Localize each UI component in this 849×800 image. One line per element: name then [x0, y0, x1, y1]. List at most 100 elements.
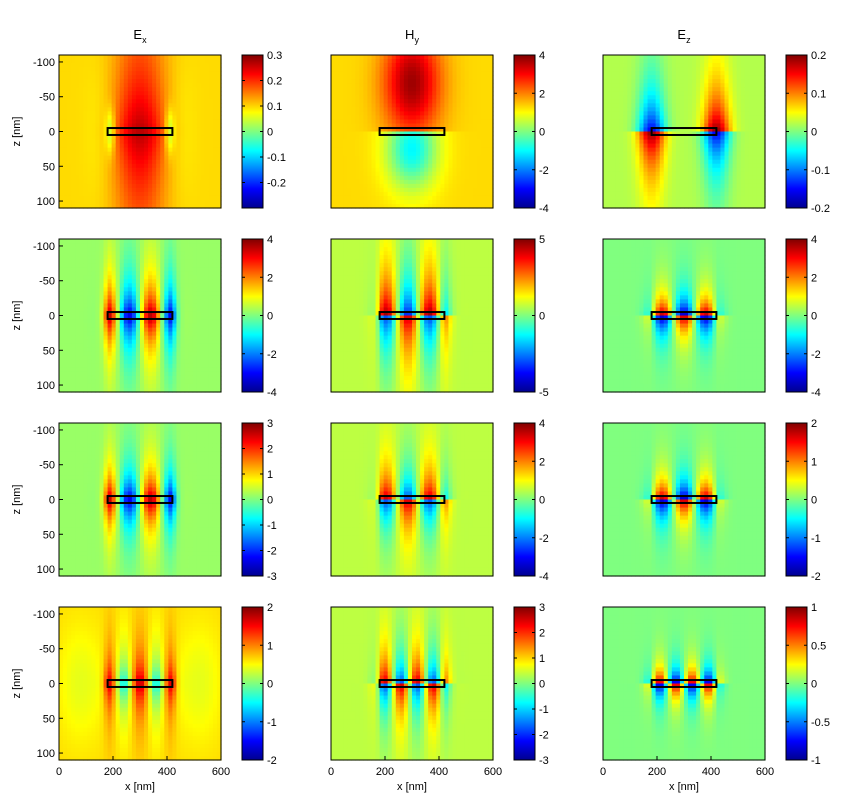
heatmap-cell [71, 339, 76, 345]
heatmap-cell [484, 163, 490, 169]
heatmap-cell [79, 171, 84, 177]
heatmap-cell [643, 63, 649, 68]
heatmap-cell [75, 387, 80, 393]
heatmap-cell [403, 147, 409, 153]
heatmap-cell [331, 143, 336, 149]
heatmap-cell [700, 103, 705, 108]
heatmap-cell [472, 167, 478, 173]
heatmap-cell [464, 83, 470, 88]
heatmap-cell [623, 167, 628, 173]
heatmap-cell [212, 171, 218, 177]
heatmap-cell [355, 171, 360, 177]
heatmap-cell [420, 191, 425, 197]
heatmap-cell [720, 195, 726, 201]
heatmap-cell [712, 75, 717, 80]
heatmap-cell [643, 167, 649, 173]
heatmap-cell [67, 167, 72, 173]
heatmap-cell [87, 79, 92, 84]
heatmap-cell [387, 159, 393, 165]
heatmap-cell [79, 147, 84, 153]
heatmap-cell [63, 171, 68, 177]
heatmap-cell [59, 131, 64, 137]
heatmap-cell [623, 187, 628, 193]
heatmap-cell [188, 71, 194, 76]
heatmap-cell [180, 183, 186, 189]
heatmap-cell [216, 135, 222, 141]
heatmap-cell [148, 159, 153, 165]
heatmap-cell [420, 123, 425, 129]
heatmap-cell [428, 71, 433, 76]
heatmap-cell [663, 119, 669, 125]
heatmap-cell [103, 191, 109, 197]
heatmap-cell [635, 83, 641, 88]
heatmap-cell [156, 107, 161, 112]
heatmap-cell [684, 79, 689, 84]
heatmap-cell [343, 67, 348, 72]
heatmap-cell [111, 135, 117, 141]
heatmap-cell [659, 79, 665, 84]
heatmap-cell [63, 115, 68, 121]
heatmap-cell [708, 159, 713, 165]
heatmap-cell [208, 195, 214, 201]
heatmap-cell [71, 359, 76, 365]
heatmap-cell [659, 83, 665, 88]
heatmap-cell [75, 179, 80, 185]
heatmap-cell [692, 119, 697, 125]
heatmap-cell [428, 123, 433, 129]
heatmap-cell [75, 123, 80, 129]
heatmap-cell [212, 63, 218, 68]
heatmap-cell [704, 95, 709, 100]
heatmap-cell [643, 59, 649, 64]
heatmap-cell [59, 267, 64, 272]
heatmap-cell [347, 179, 352, 185]
heatmap-cell [692, 115, 697, 121]
heatmap-cell [75, 75, 80, 80]
heatmap-cell [460, 91, 466, 96]
heatmap-cell [95, 243, 101, 248]
heatmap-cell [200, 59, 206, 64]
heatmap-cell [720, 159, 726, 165]
heatmap-cell [700, 107, 705, 112]
heatmap-cell [412, 55, 417, 60]
heatmap-cell [67, 127, 72, 133]
heatmap-cell [468, 163, 474, 169]
heatmap-cell [91, 183, 97, 189]
heatmap-cell [115, 159, 121, 165]
heatmap-cell [212, 179, 218, 185]
heatmap-cell [700, 135, 705, 141]
heatmap-cell [684, 199, 689, 205]
heatmap-cell [484, 199, 490, 205]
heatmap-cell [196, 75, 202, 80]
heatmap-cell [119, 147, 125, 153]
heatmap-cell [748, 119, 754, 125]
heatmap-cell [103, 147, 109, 153]
heatmap-cell [160, 151, 165, 157]
heatmap-cell [448, 103, 454, 108]
heatmap-cell [115, 131, 121, 137]
heatmap-cell [760, 195, 766, 201]
heatmap-cell [619, 59, 624, 64]
heatmap-cell [728, 83, 734, 88]
heatmap-cell [71, 143, 76, 149]
heatmap-cell [156, 191, 161, 197]
heatmap-cell [192, 131, 198, 137]
heatmap-cell [716, 79, 722, 84]
heatmap-cell [67, 387, 72, 393]
heatmap-cell [156, 127, 161, 133]
heatmap-cell [160, 135, 165, 141]
heatmap-cell [748, 131, 754, 137]
heatmap-cell [611, 139, 616, 145]
heatmap-cell [627, 103, 632, 108]
heatmap-cell [444, 107, 450, 112]
heatmap-cell [724, 67, 730, 72]
heatmap-cell [643, 119, 649, 125]
heatmap-cell [452, 159, 458, 165]
heatmap-cell [111, 75, 117, 80]
heatmap-cell [79, 371, 84, 377]
heatmap-cell [99, 167, 105, 173]
heatmap-cell [464, 183, 470, 189]
heatmap-cell [611, 99, 616, 104]
heatmap-cell [71, 371, 76, 377]
heatmap-cell [675, 203, 681, 209]
heatmap-cell [180, 143, 186, 149]
